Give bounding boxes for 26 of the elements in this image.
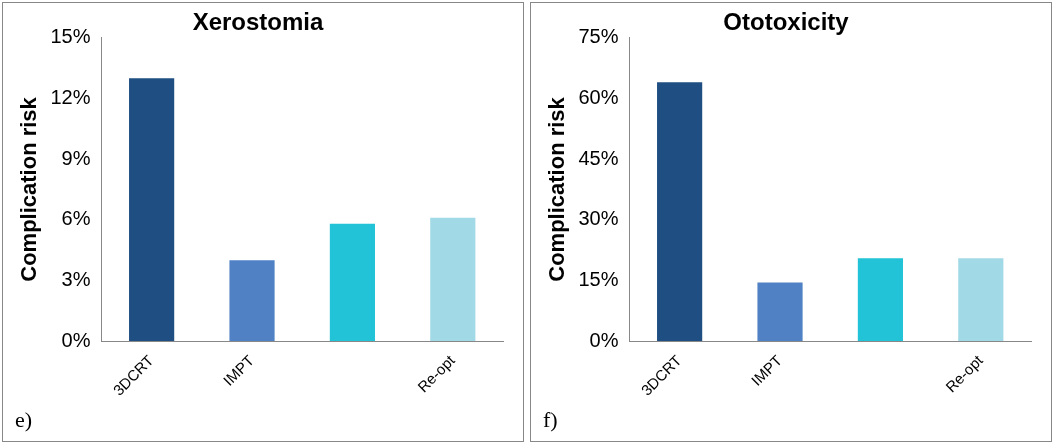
bar (757, 282, 803, 342)
text: f) (543, 407, 558, 433)
y-tick-label: 15% (50, 25, 91, 48)
y-tick-label: 6% (61, 207, 91, 230)
y-axis-title: Complication risk (16, 96, 42, 282)
y-tick-label: 45% (578, 146, 619, 169)
bar (229, 260, 275, 342)
y-axis-title: Complication risk (544, 96, 570, 282)
bar (958, 258, 1004, 342)
chart-title: Ototoxicity (723, 8, 850, 36)
y-tick-label: 9% (61, 146, 91, 169)
text: e) (15, 407, 33, 433)
y-tick-label: 30% (578, 207, 619, 230)
y-tick-label: 60% (578, 85, 619, 108)
y-tick-label: 12% (50, 85, 91, 108)
y-tick-label: 0% (61, 328, 91, 351)
bar (430, 217, 476, 342)
bar (129, 78, 175, 342)
y-tick-label: 0% (589, 328, 619, 351)
bar (657, 82, 703, 342)
chart-title: Xerostomia (192, 8, 324, 36)
y-tick-label: 3% (61, 267, 91, 290)
bar (857, 258, 903, 342)
y-tick-label: 75% (578, 25, 619, 48)
y-tick-label: 15% (578, 267, 619, 290)
bar (329, 223, 375, 342)
